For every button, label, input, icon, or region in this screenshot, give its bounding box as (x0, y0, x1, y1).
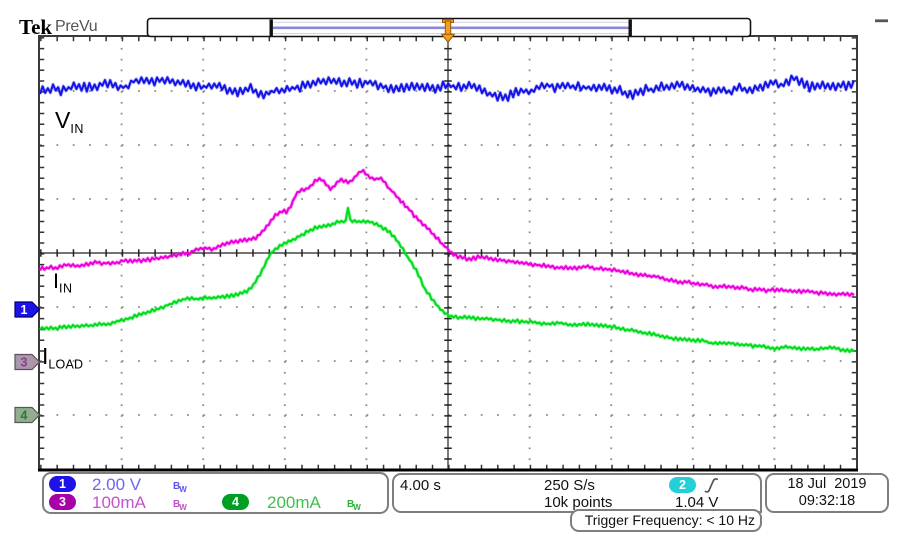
svg-text:4: 4 (21, 409, 28, 423)
svg-text:3: 3 (21, 356, 28, 370)
svg-text:1: 1 (21, 303, 28, 317)
